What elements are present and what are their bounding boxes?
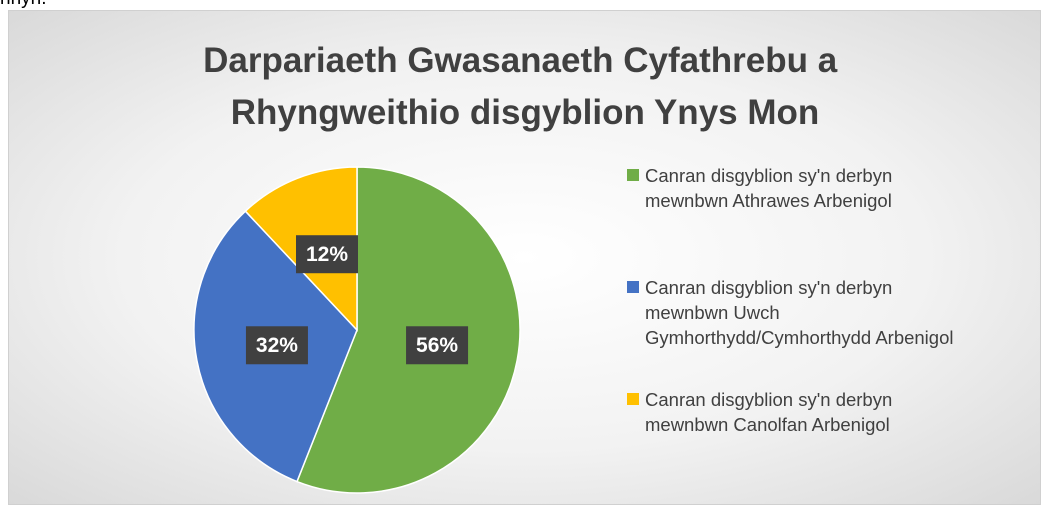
title-line: Rhyngweithio disgyblion Ynys Mon	[231, 93, 820, 132]
data-labels: 56% 32% 12%	[245, 235, 469, 365]
legend-label: Canran disgyblion sy'n derbyn mewnbwn Uw…	[645, 277, 954, 348]
legend-label: Canran disgyblion sy'n derbyn mewnbwn Ca…	[645, 389, 893, 435]
title-line: Darpariaeth Gwasanaeth Cyfathrebu a	[203, 41, 838, 80]
legend-swatch	[627, 393, 639, 405]
cropped-text: nnyn.	[0, 0, 46, 10]
data-label-box	[295, 235, 358, 274]
legend-item: Canran disgyblion sy'n derbyn mewnbwn Uw…	[627, 275, 957, 387]
data-label: 12%	[306, 243, 348, 266]
data-label-box	[245, 326, 308, 365]
data-label-box	[406, 326, 469, 365]
data-label: 56%	[416, 334, 458, 357]
chart-area	[8, 10, 1041, 505]
pie	[193, 166, 521, 494]
legend-swatch	[627, 281, 639, 293]
chart-title: Darpariaeth Gwasanaeth Cyfathrebu a Rhyn…	[203, 41, 847, 132]
data-label: 32%	[256, 334, 298, 357]
legend-label: Canran disgyblion sy'n derbyn mewnbwn At…	[645, 165, 893, 211]
legend-item: Canran disgyblion sy'n derbyn mewnbwn Ca…	[627, 387, 957, 437]
legend: Canran disgyblion sy'n derbyn mewnbwn At…	[627, 163, 957, 437]
legend-swatch	[627, 169, 639, 181]
legend-item: Canran disgyblion sy'n derbyn mewnbwn At…	[627, 163, 957, 275]
